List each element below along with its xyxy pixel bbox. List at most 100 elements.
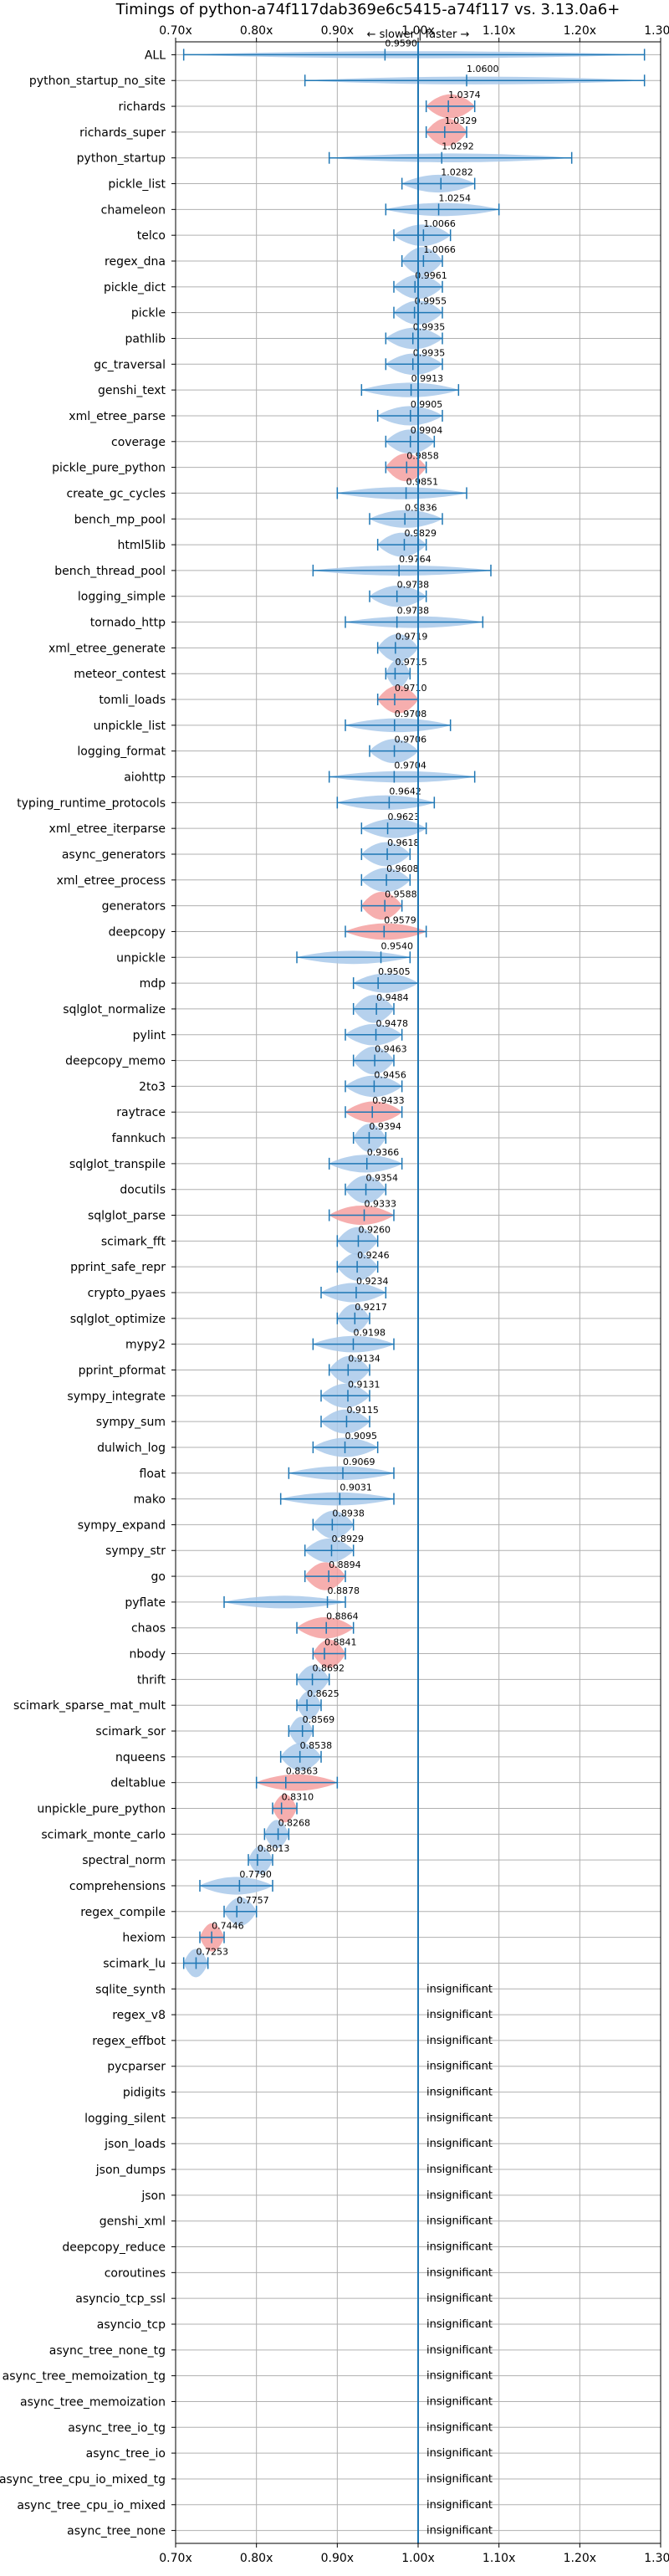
benchmark-label: scimark_sor: [95, 1725, 166, 1739]
value-label: 0.9354: [366, 1173, 399, 1184]
benchmark-label: pycparser: [107, 2061, 166, 2074]
value-label: 0.9333: [365, 1199, 397, 1210]
value-label: 1.0282: [441, 167, 473, 178]
insignificant-label: insignificant: [426, 1983, 493, 1995]
value-label: 0.7446: [212, 1921, 244, 1932]
value-label: 0.9706: [395, 735, 427, 745]
insignificant-label: insignificant: [426, 2473, 493, 2486]
value-label: 1.0600: [467, 64, 499, 74]
value-label: 0.9955: [415, 296, 447, 307]
benchmark-label: float: [140, 1467, 166, 1481]
value-label: 0.9858: [406, 451, 438, 462]
value-label: 0.9608: [386, 863, 419, 874]
benchmark-label: async_tree_memoization: [20, 2395, 166, 2409]
value-label: 0.7757: [237, 1895, 269, 1906]
value-label: 0.9764: [399, 554, 431, 565]
x-tick-label-top: 1.20x: [564, 24, 596, 38]
value-label: 0.9463: [375, 1044, 407, 1055]
value-label: 1.0066: [423, 244, 456, 255]
insignificant-label: insignificant: [426, 2395, 493, 2408]
value-label: 0.8692: [313, 1662, 345, 1673]
x-tick-label-bottom: 0.70x: [159, 2552, 192, 2565]
x-tick-label-bottom: 0.90x: [321, 2552, 354, 2565]
benchmark-label: nbody: [130, 1648, 166, 1662]
benchmark-label: xml_etree_process: [57, 874, 166, 888]
benchmark-label: xml_etree_parse: [69, 410, 166, 423]
value-label: 0.9738: [397, 606, 430, 617]
insignificant-label: insignificant: [426, 2061, 493, 2073]
value-label: 0.8625: [307, 1688, 340, 1699]
benchmark-label: tomli_loads: [99, 694, 166, 707]
insignificant-label: insignificant: [426, 2318, 493, 2331]
value-label: 0.9829: [404, 528, 436, 539]
benchmark-label: generators: [102, 900, 166, 914]
insignificant-label: insignificant: [426, 2499, 493, 2512]
benchmark-label: go: [151, 1570, 166, 1584]
benchmark-label: chaos: [131, 1622, 166, 1636]
insignificant-label: insignificant: [426, 2035, 493, 2047]
value-label: 0.9366: [367, 1147, 400, 1158]
benchmark-label: mypy2: [125, 1339, 166, 1352]
benchmark-label: bench_mp_pool: [74, 513, 166, 526]
benchmark-label: html5lib: [118, 539, 166, 552]
benchmark-label: sympy_expand: [78, 1518, 166, 1532]
benchmark-label: sympy_sum: [96, 1416, 166, 1429]
benchmark-label: mdp: [140, 977, 166, 991]
benchmark-label: genshi_text: [98, 384, 166, 397]
value-label: 0.8268: [278, 1817, 311, 1828]
value-label: 0.9935: [413, 321, 446, 332]
insignificant-label: insignificant: [426, 2292, 493, 2305]
benchmark-label: pickle: [131, 307, 166, 320]
value-label: 0.9115: [346, 1405, 379, 1416]
benchmark-label: scimark_sparse_mat_mult: [13, 1699, 166, 1713]
value-label: 0.9505: [378, 966, 411, 977]
benchmark-label: async_tree_io: [86, 2447, 166, 2461]
value-label: 0.9246: [357, 1250, 390, 1261]
value-label: 0.9738: [397, 580, 430, 591]
benchmark-label: deepcopy: [109, 925, 166, 939]
benchmark-label: python_startup: [77, 152, 166, 166]
benchmark-label: pyflate: [125, 1596, 166, 1610]
category-labels: ALL python_startup_no_site richards richard…: [0, 49, 176, 2538]
insignificant-label: insignificant: [426, 2215, 493, 2228]
benchmark-label: scimark_lu: [103, 1957, 166, 1970]
x-tick-label-bottom: 1.20x: [564, 2552, 596, 2565]
value-label: 0.8310: [282, 1791, 314, 1802]
benchmark-label: dulwich_log: [97, 1442, 166, 1455]
benchmark-label: scimark_fft: [101, 1235, 166, 1248]
value-label: 0.9579: [384, 914, 416, 925]
benchmark-label: docutils: [120, 1184, 166, 1197]
benchmark-label: create_gc_cycles: [66, 487, 166, 500]
x-tick-label-top: 1.10x: [483, 24, 515, 38]
insignificant-label: insignificant: [426, 2370, 493, 2383]
benchmark-label: ALL: [145, 49, 166, 62]
x-tick-label-top: 1.00x: [401, 24, 434, 38]
value-label: 0.8841: [324, 1637, 357, 1648]
benchmark-label: deepcopy_reduce: [62, 2241, 166, 2255]
benchmark-label: sqlglot_normalize: [63, 1003, 166, 1017]
value-label: 0.9961: [415, 270, 447, 281]
value-label: 0.9708: [395, 709, 427, 720]
value-label: 0.8363: [286, 1766, 319, 1777]
benchmark-label: async_tree_io_tg: [68, 2421, 166, 2435]
benchmark-label: json: [140, 2189, 166, 2203]
benchmark-label: async_tree_none: [67, 2525, 166, 2538]
value-label: 0.7790: [239, 1869, 272, 1880]
value-label: 0.9433: [372, 1095, 405, 1106]
x-tick-label-bottom: 1.00x: [401, 2552, 434, 2565]
insignificant-label: insignificant: [426, 2344, 493, 2357]
benchmark-label: genshi_xml: [100, 2215, 166, 2229]
insignificant-label: insignificant: [426, 2241, 493, 2254]
value-label: 0.9642: [389, 786, 421, 796]
benchmark-label: pickle_dict: [104, 281, 166, 294]
insignificant-label: insignificant: [426, 2087, 493, 2099]
benchmark-label: tornado_http: [90, 617, 166, 630]
benchmark-label: regex_dna: [105, 255, 166, 269]
benchmark-label: pathlib: [125, 332, 166, 346]
x-tick-label-bottom: 1.10x: [483, 2552, 515, 2565]
benchmark-label: pprint_pformat: [79, 1364, 166, 1377]
benchmark-label: sympy_integrate: [67, 1390, 166, 1403]
benchmark-label: pylint: [133, 1029, 166, 1042]
benchmark-label: unpickle_pure_python: [37, 1802, 166, 1815]
benchmark-label: thrift: [137, 1673, 166, 1687]
